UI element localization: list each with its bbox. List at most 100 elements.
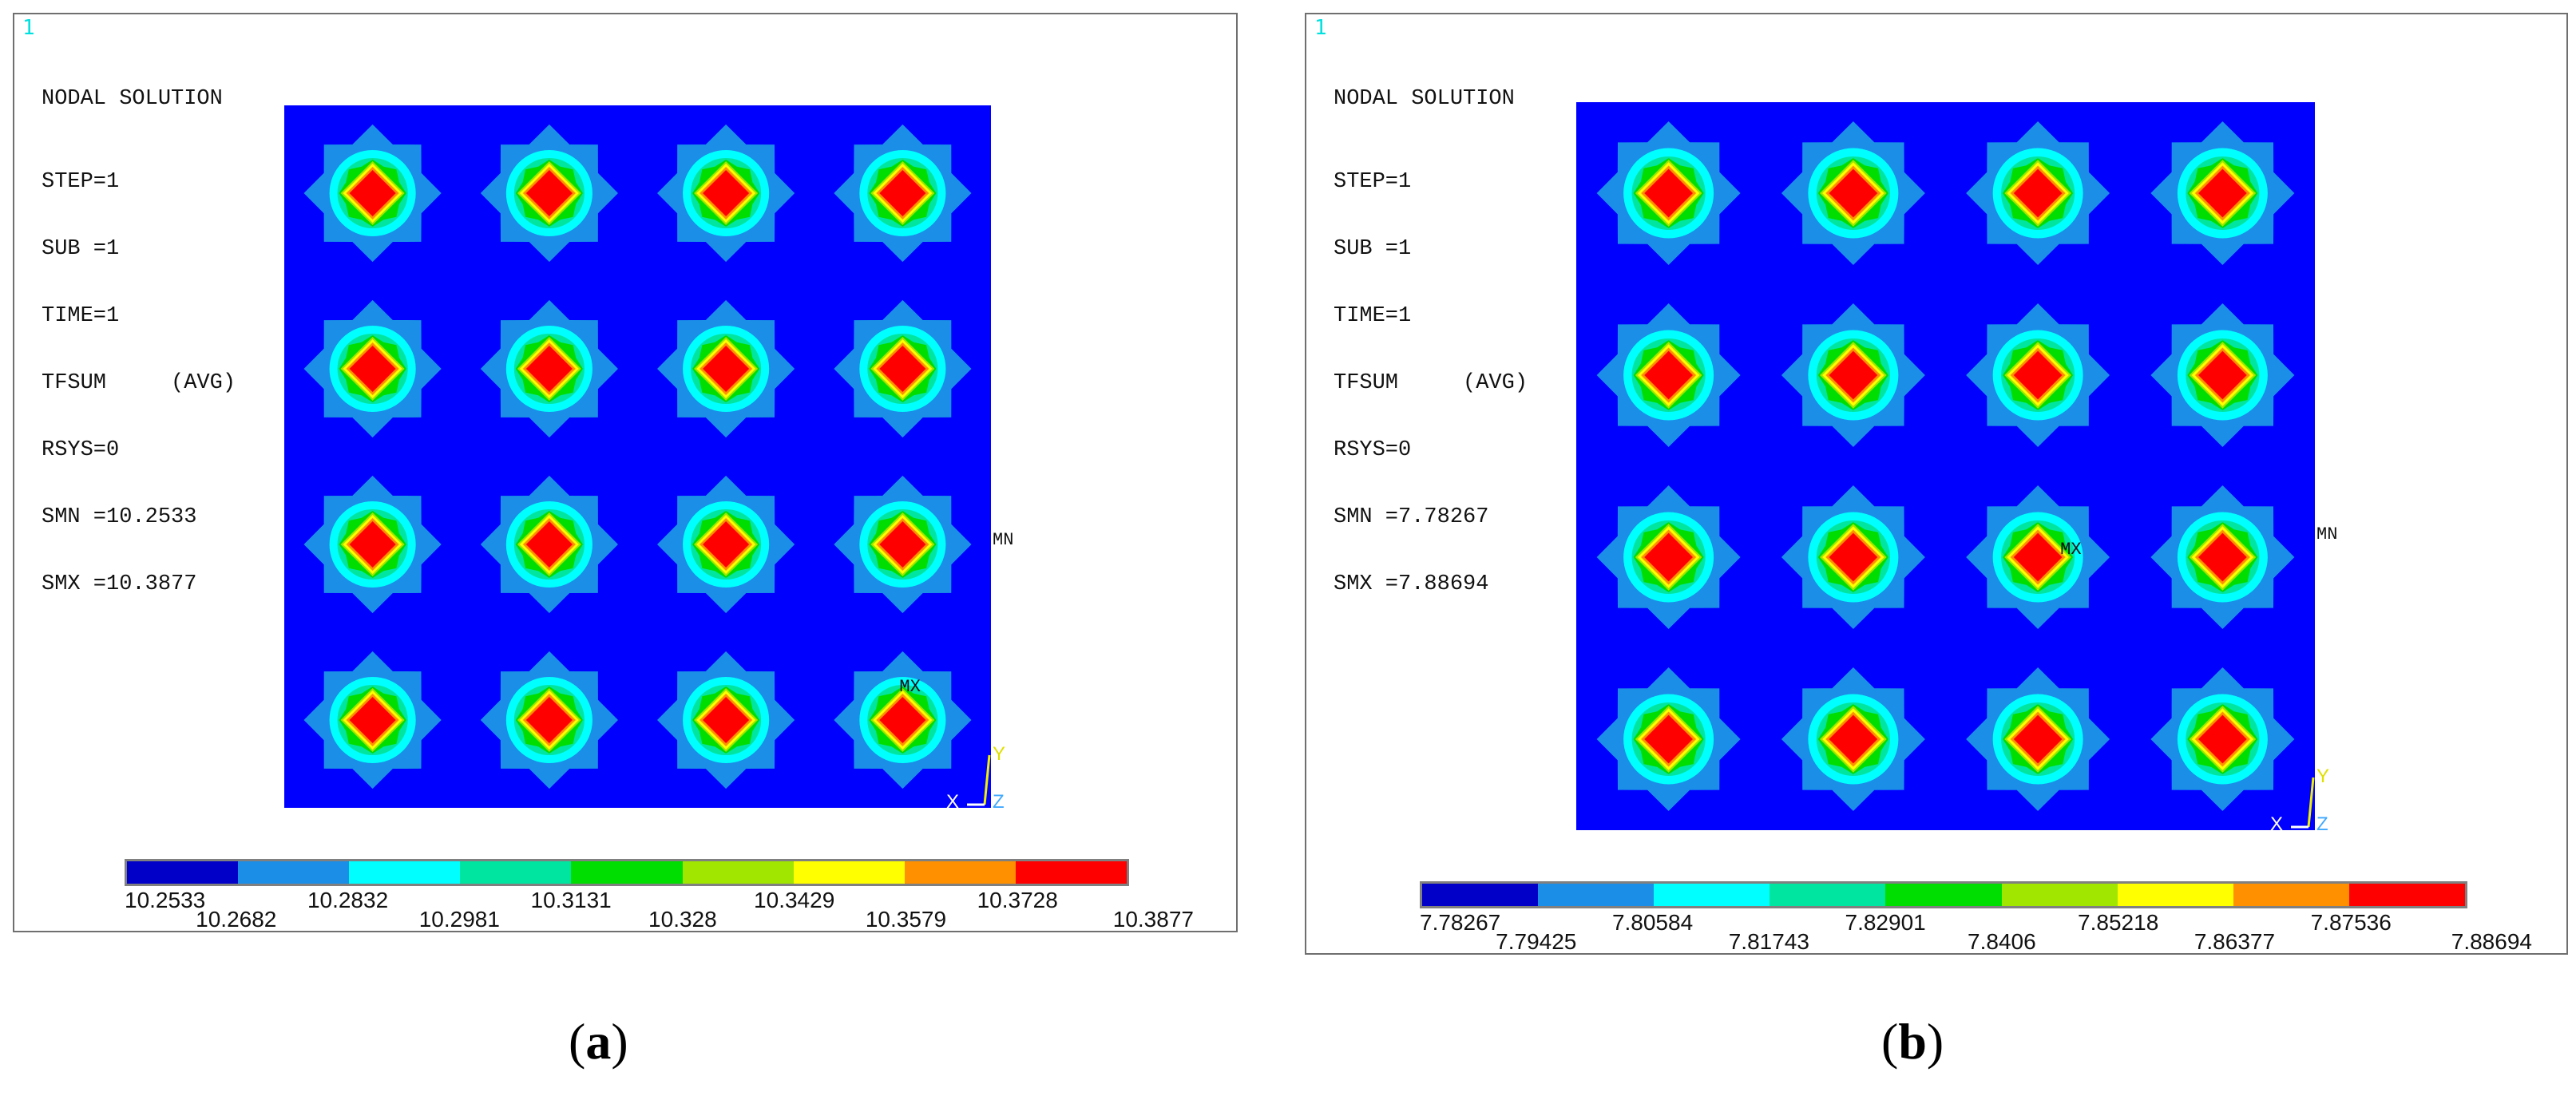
panel-caption: (a)	[569, 1013, 628, 1070]
coordinate-triad: Y X Z	[946, 743, 1005, 813]
hotspot	[1596, 121, 1741, 265]
legend-swatch	[1654, 884, 1770, 906]
hotspot	[303, 299, 442, 438]
min-marker: MN	[993, 530, 1013, 550]
legend-label: 10.2682	[196, 907, 277, 932]
legend-label: 7.85218	[2078, 910, 2159, 935]
legend-label: 7.82901	[1845, 910, 1926, 935]
header-line-sub: SUB =1	[42, 237, 120, 261]
hotspot	[834, 124, 972, 263]
color-legend: 7.78267 7.79425 7.80584 7.81743 7.82901 7.840…	[1420, 881, 2532, 954]
axis-x-label: X	[2270, 813, 2283, 835]
header-line-step: STEP=1	[42, 170, 120, 194]
legend-label: 7.79425	[1496, 929, 1577, 954]
hotspot	[2150, 303, 2295, 447]
legend-label: 10.328	[648, 907, 717, 932]
window-number: 1	[22, 16, 35, 40]
hotspot	[1596, 303, 1741, 447]
legend-label: 10.3429	[754, 888, 835, 912]
hotspot	[1781, 121, 1925, 265]
legend-swatch	[571, 861, 683, 884]
legend-label: 10.3579	[865, 907, 947, 932]
hotspot	[1596, 485, 1741, 629]
legend-label: 7.81743	[1728, 929, 1809, 954]
legend-label: 10.2981	[418, 907, 500, 932]
legend-swatch	[2117, 884, 2233, 906]
hotspot	[480, 475, 618, 614]
legend-swatch	[349, 861, 461, 884]
axis-y-label: Y	[993, 743, 1005, 765]
legend-label: 7.86377	[2194, 929, 2276, 954]
window-number: 1	[1314, 16, 1327, 40]
legend-label: 10.3877	[1112, 907, 1194, 932]
header-line-step: STEP=1	[1334, 170, 1412, 194]
contour-plot: MN MX Y X Z	[284, 105, 1013, 813]
max-marker: MX	[2060, 540, 2081, 560]
hotspot	[1966, 485, 2110, 629]
legend-label: 10.3728	[977, 888, 1058, 912]
hotspot	[1966, 667, 2110, 811]
legend-swatch	[1015, 861, 1127, 884]
hotspot	[657, 124, 795, 263]
legend-label: 10.3131	[530, 888, 612, 912]
hotspot	[1781, 485, 1925, 629]
hotspot	[480, 651, 618, 789]
header-line-smn: SMN =10.2533	[42, 505, 197, 529]
legend-label: 7.87536	[2310, 910, 2392, 935]
axis-z-label: Z	[2316, 813, 2328, 835]
legend-label: 10.2832	[307, 888, 389, 912]
hotspot	[1596, 667, 1741, 811]
legend-swatch	[460, 861, 572, 884]
hotspot	[834, 475, 972, 614]
axis-x-label: X	[946, 791, 959, 813]
header-line-smn: SMN =7.78267	[1334, 505, 1489, 529]
caption-letter: a	[585, 1013, 612, 1070]
legend-swatch	[2233, 884, 2349, 906]
hotspot	[2150, 667, 2295, 811]
header-line-time: TIME=1	[1334, 304, 1412, 328]
header-line-rsys: RSYS=0	[42, 438, 120, 462]
header-line-smx: SMX =7.88694	[1334, 572, 1489, 596]
hotspot	[2150, 121, 2295, 265]
legend-swatch	[1538, 884, 1655, 906]
legend-swatch	[1422, 884, 1539, 906]
hotspot	[480, 299, 618, 438]
solution-header: NODAL SOLUTION STEP=1 SUB =1 TIME=1 TFSU…	[42, 43, 236, 640]
hotspot	[834, 651, 972, 789]
hotspot	[1966, 303, 2110, 447]
contour-plot: MN MX Y X Z	[1576, 102, 2337, 835]
legend-label: 10.2533	[125, 888, 206, 912]
solution-header: NODAL SOLUTION STEP=1 SUB =1 TIME=1 TFSU…	[1334, 43, 1528, 640]
legend-bar	[125, 859, 1129, 886]
legend-label: 7.88694	[2451, 929, 2532, 954]
hotspot	[480, 124, 618, 263]
hotspot	[303, 124, 442, 263]
header-line-rsys: RSYS=0	[1334, 438, 1412, 462]
legend-swatch	[2348, 884, 2465, 906]
caption-letter: b	[1898, 1013, 1927, 1070]
legend-swatch	[793, 861, 905, 884]
header-line-smx: SMX =10.3877	[42, 572, 197, 596]
hotspot	[1966, 121, 2110, 265]
axis-z-label: Z	[993, 791, 1005, 813]
panel-caption: (b)	[1881, 1013, 1944, 1070]
hotspot	[1781, 667, 1925, 811]
max-marker: MX	[899, 677, 920, 697]
hotspot	[303, 651, 442, 789]
legend-label: 7.78267	[1420, 910, 1501, 935]
hotspot	[657, 299, 795, 438]
coordinate-triad: Y X Z	[2270, 766, 2329, 835]
legend-swatch	[127, 861, 239, 884]
color-legend: 10.2533 10.2682 10.2832 10.2981 10.3131 10.32…	[125, 859, 1194, 932]
legend-swatch	[238, 861, 350, 884]
header-line-sub: SUB =1	[1334, 237, 1412, 261]
panel-b: 1 NODAL SOLUTION STEP=1 SUB =1 TIME=1 TF…	[1305, 13, 2568, 955]
hotspot	[657, 475, 795, 614]
legend-label: 7.8406	[1968, 929, 2036, 954]
legend-label: 7.80584	[1611, 910, 1694, 935]
hotspot	[657, 651, 795, 789]
header-line-time: TIME=1	[42, 304, 120, 328]
legend-swatch	[904, 861, 1016, 884]
header-line-result: TFSUM (AVG)	[42, 371, 236, 395]
legend-swatch	[1885, 884, 2002, 906]
